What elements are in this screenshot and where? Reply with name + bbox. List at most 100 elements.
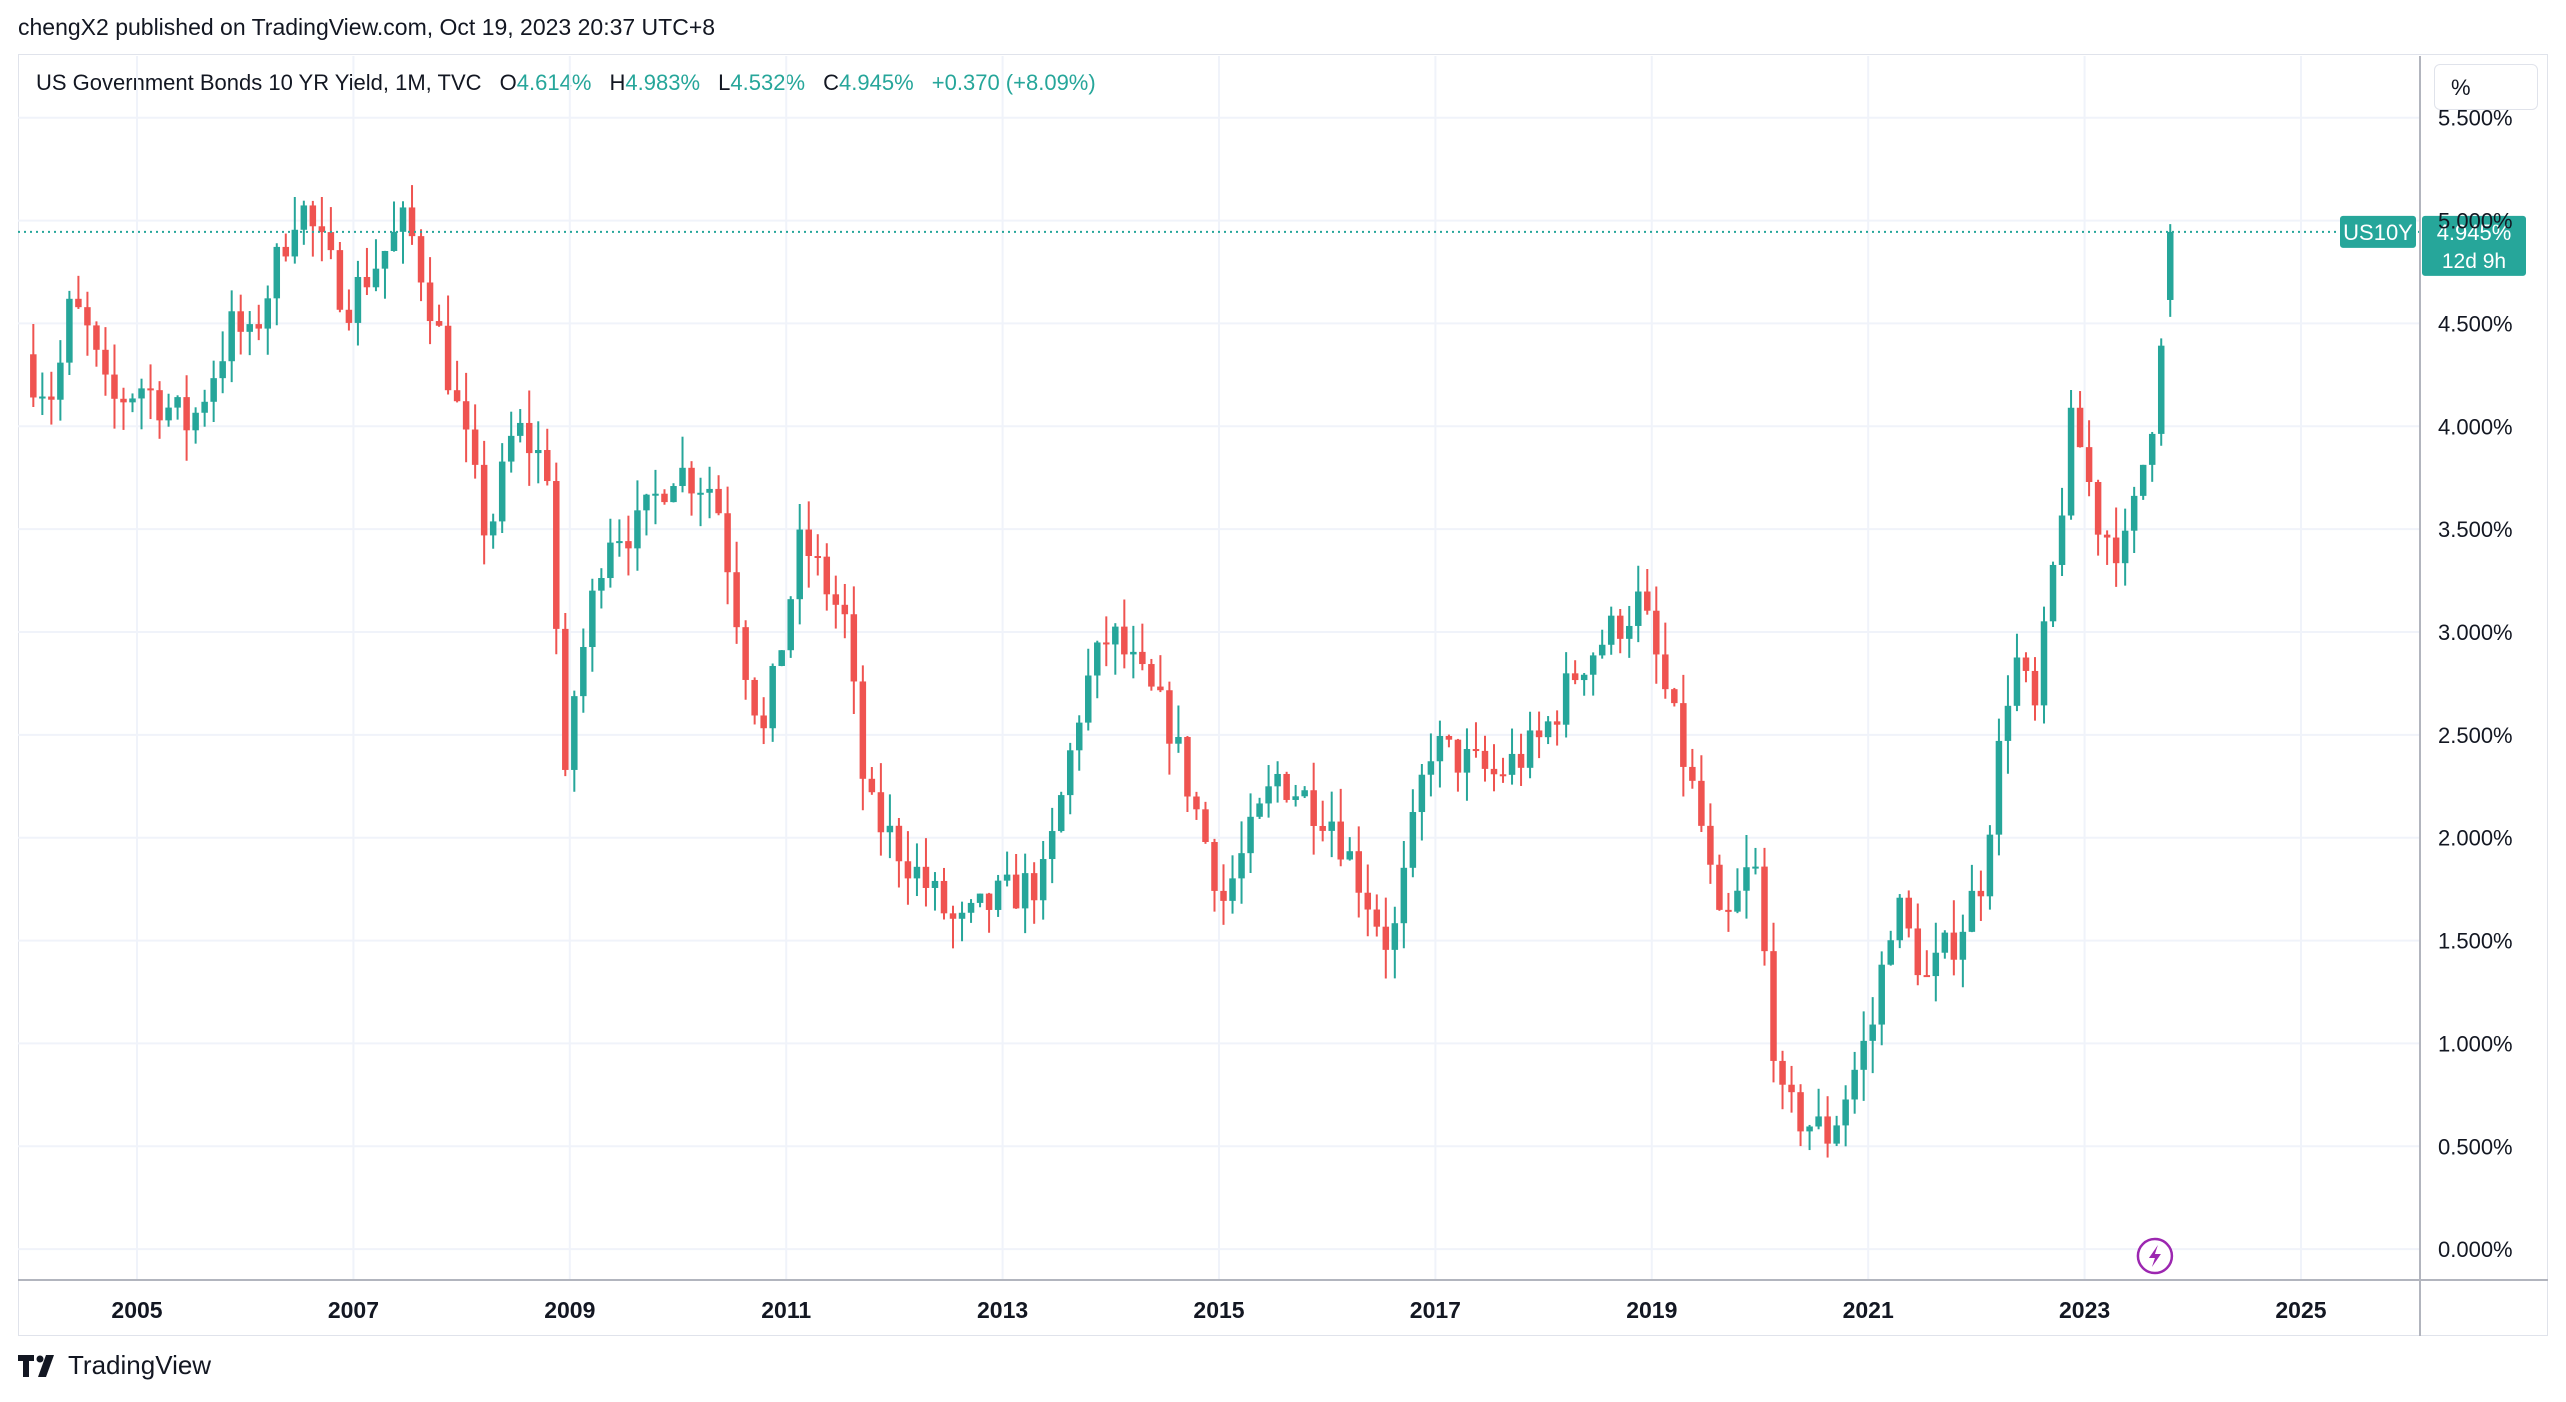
candle-body [1653, 610, 1660, 655]
candle [2166, 224, 2174, 317]
candle [742, 620, 749, 700]
candle-body [1923, 975, 1931, 978]
candle [1319, 800, 1326, 842]
last-price-badge [2422, 215, 2526, 276]
candle [453, 360, 461, 403]
candle [2085, 420, 2093, 497]
candle [634, 480, 641, 571]
candle-body [1445, 735, 1453, 740]
candle-body [147, 388, 154, 391]
candle-body [1797, 1092, 1804, 1132]
grid-lines [18, 56, 2420, 1280]
candle [1517, 733, 1525, 786]
candle [796, 503, 803, 625]
x-tick-label: 2007 [328, 1297, 379, 1323]
candle-body [381, 250, 389, 269]
candle [111, 344, 118, 429]
candle-body [1544, 721, 1552, 738]
candle [1121, 599, 1128, 669]
candle [1986, 825, 1994, 910]
candle-body [1103, 642, 1110, 645]
chart-frame[interactable] [18, 54, 2548, 1336]
candle [462, 372, 470, 463]
candle-body [742, 627, 749, 680]
candle-body [1598, 644, 1606, 656]
candle [2013, 633, 2021, 712]
candle-body [1698, 780, 1705, 826]
candle-body [219, 361, 226, 379]
candle [994, 874, 1002, 917]
candle [1229, 855, 1236, 914]
candle [1680, 674, 1687, 797]
candle [1175, 705, 1182, 753]
candle-body [679, 467, 686, 487]
candle [1571, 660, 1579, 685]
candle-body [985, 893, 993, 910]
candle-body [1265, 786, 1272, 804]
candle-body [805, 529, 812, 557]
candle [616, 519, 623, 557]
x-tick-label: 2011 [761, 1297, 811, 1323]
candle [444, 295, 452, 395]
candle [886, 794, 894, 859]
unit-selector[interactable]: % [2434, 64, 2538, 110]
candle-body [57, 362, 64, 400]
candle-body [922, 866, 930, 888]
ticker-badge-label: US10Y [2343, 220, 2413, 245]
candle [516, 409, 524, 443]
candle-body [1589, 655, 1597, 675]
candle-body [1256, 803, 1263, 817]
footer-logo[interactable]: TradingView [18, 1350, 211, 1381]
candle [1039, 840, 1047, 920]
candle-body [2139, 464, 2147, 496]
candle-body [84, 307, 91, 326]
candle-body [625, 541, 632, 549]
x-tick-label: 2005 [111, 1297, 162, 1323]
candle-body [1986, 834, 1994, 897]
candle-body [390, 231, 398, 251]
candle [183, 375, 190, 461]
candle-body [1202, 809, 1209, 843]
candle-body [1914, 928, 1922, 976]
candle-body [363, 276, 371, 288]
candle-body [318, 226, 326, 233]
candle [580, 628, 587, 713]
candle-body [850, 614, 858, 682]
candle-body [2067, 407, 2075, 516]
candle-body [1752, 866, 1759, 869]
legend-change: +0.370 (+8.09%) [931, 70, 1096, 95]
candle [661, 489, 668, 505]
candle-body [1148, 664, 1155, 687]
x-tick-label: 2015 [1193, 1297, 1244, 1323]
candle-body [1644, 591, 1651, 611]
candle-body [1824, 1116, 1831, 1144]
candle-body [1635, 591, 1642, 626]
candle-body [571, 696, 578, 770]
candle [1166, 681, 1173, 775]
candle [1959, 914, 1967, 988]
candle-body [1743, 867, 1750, 891]
candle-body [1490, 768, 1498, 775]
candle-body [102, 349, 109, 375]
candle-body [1238, 853, 1245, 879]
candle [1292, 784, 1299, 807]
candle [985, 892, 993, 933]
candle-body [480, 464, 488, 536]
candle [336, 241, 344, 313]
legend-symbol[interactable]: US Government Bonds 10 YR Yield, 1M, TVC [36, 70, 482, 95]
candle [291, 196, 299, 264]
candle [75, 275, 82, 309]
candle [688, 461, 695, 516]
candle-body [994, 880, 1002, 910]
candle [607, 518, 614, 588]
candle-body [670, 486, 677, 503]
candle [976, 893, 984, 908]
candle-body [138, 388, 145, 399]
candle-body [1364, 892, 1372, 910]
candle-body [1932, 952, 1940, 977]
candle-body [778, 650, 785, 666]
candle [30, 323, 37, 408]
candle [1968, 864, 1976, 933]
candle [138, 378, 145, 430]
